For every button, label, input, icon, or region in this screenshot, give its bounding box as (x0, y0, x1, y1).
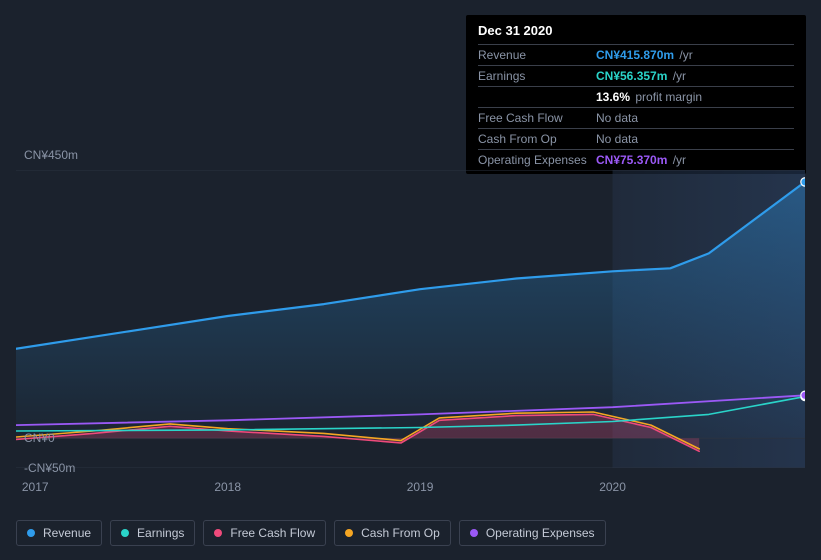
legend-item-label: Free Cash Flow (230, 526, 315, 540)
x-tick-label: 2020 (599, 480, 626, 494)
legend-item-label: Operating Expenses (486, 526, 595, 540)
legend-item-label: Revenue (43, 526, 91, 540)
tooltip-row-value: No data (596, 111, 794, 125)
tooltip-panel: Dec 31 2020 RevenueCN¥415.870m /yrEarnin… (466, 15, 806, 174)
tooltip-date: Dec 31 2020 (478, 23, 794, 38)
x-axis-labels: 2017 2018 2019 2020 (16, 480, 805, 500)
legend-item-label: Earnings (137, 526, 184, 540)
legend-dot-icon (214, 529, 222, 537)
legend-dot-icon (345, 529, 353, 537)
tooltip-row-label: Earnings (478, 69, 596, 83)
tooltip-row-value: 13.6% profit margin (596, 90, 794, 104)
legend-dot-icon (27, 529, 35, 537)
legend-item-operating-expenses[interactable]: Operating Expenses (459, 520, 606, 546)
x-tick-label: 2017 (22, 480, 49, 494)
y-tick-label: CN¥450m (24, 148, 78, 162)
legend-dot-icon (121, 529, 129, 537)
legend-item-free-cash-flow[interactable]: Free Cash Flow (203, 520, 326, 546)
tooltip-row: Free Cash FlowNo data (478, 107, 794, 128)
chart-area: CN¥450m CN¥0-CN¥50m (16, 155, 805, 475)
chart-container: Dec 31 2020 RevenueCN¥415.870m /yrEarnin… (0, 0, 821, 560)
tooltip-row-value: CN¥415.870m /yr (596, 48, 794, 62)
y-tick-label: -CN¥50m (24, 461, 84, 475)
x-tick-label: 2018 (214, 480, 241, 494)
tooltip-row: Cash From OpNo data (478, 128, 794, 149)
tooltip-row-label: Free Cash Flow (478, 111, 596, 125)
legend-dot-icon (470, 529, 478, 537)
tooltip-row: 13.6% profit margin (478, 86, 794, 107)
legend-item-earnings[interactable]: Earnings (110, 520, 195, 546)
tooltip-row-label: Revenue (478, 48, 596, 62)
tooltip-row: RevenueCN¥415.870m /yr (478, 44, 794, 65)
chart-plot[interactable] (16, 170, 805, 468)
legend-item-cash-from-op[interactable]: Cash From Op (334, 520, 451, 546)
y-tick-label: CN¥0 (24, 431, 84, 445)
tooltip-row-value: No data (596, 132, 794, 146)
legend-item-label: Cash From Op (361, 526, 440, 540)
legend-item-revenue[interactable]: Revenue (16, 520, 102, 546)
legend: Revenue Earnings Free Cash Flow Cash From O… (16, 520, 606, 546)
tooltip-row: EarningsCN¥56.357m /yr (478, 65, 794, 86)
x-tick-label: 2019 (407, 480, 434, 494)
tooltip-row-label: Cash From Op (478, 132, 596, 146)
tooltip-row-value: CN¥56.357m /yr (596, 69, 794, 83)
tooltip-row-label (478, 90, 596, 104)
